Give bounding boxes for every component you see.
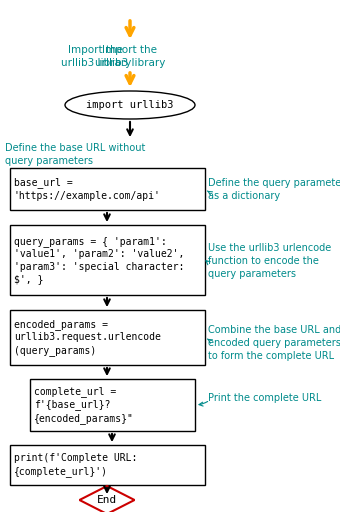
Polygon shape bbox=[80, 486, 135, 512]
Text: base_url =
'https://example.com/api': base_url = 'https://example.com/api' bbox=[14, 177, 161, 201]
Bar bbox=[10, 445, 205, 485]
Text: print(f'Complete URL:
{complete_url}'): print(f'Complete URL: {complete_url}') bbox=[14, 453, 137, 477]
Bar bbox=[10, 225, 205, 295]
Text: Use the urllib3 urlencode
function to encode the
query parameters: Use the urllib3 urlencode function to en… bbox=[208, 243, 331, 280]
Text: query_params = { 'param1':
'value1', 'param2': 'value2',
'param3': 'special char: query_params = { 'param1': 'value1', 'pa… bbox=[14, 236, 184, 284]
Text: encoded_params =
urllib3.request.urlencode
(query_params): encoded_params = urllib3.request.urlenco… bbox=[14, 319, 161, 356]
Text: complete_url =
f'{base_url}?
{encoded_params}": complete_url = f'{base_url}? {encoded_pa… bbox=[34, 386, 134, 424]
Text: Combine the base URL and
encoded query parameters
to form the complete URL: Combine the base URL and encoded query p… bbox=[208, 325, 340, 361]
Text: Print the complete URL: Print the complete URL bbox=[208, 393, 321, 403]
Text: Import the
urllib3 library: Import the urllib3 library bbox=[61, 45, 131, 68]
Bar bbox=[30, 379, 195, 431]
Text: End: End bbox=[97, 495, 117, 505]
Text: Define the base URL without
query parameters: Define the base URL without query parame… bbox=[5, 143, 146, 166]
Text: Import the
urllib3 library: Import the urllib3 library bbox=[95, 45, 165, 68]
Text: Define the query parameters
as a dictionary: Define the query parameters as a diction… bbox=[208, 178, 340, 201]
Text: import urllib3: import urllib3 bbox=[86, 100, 174, 110]
Bar bbox=[10, 310, 205, 365]
Bar bbox=[10, 168, 205, 210]
Ellipse shape bbox=[65, 91, 195, 119]
